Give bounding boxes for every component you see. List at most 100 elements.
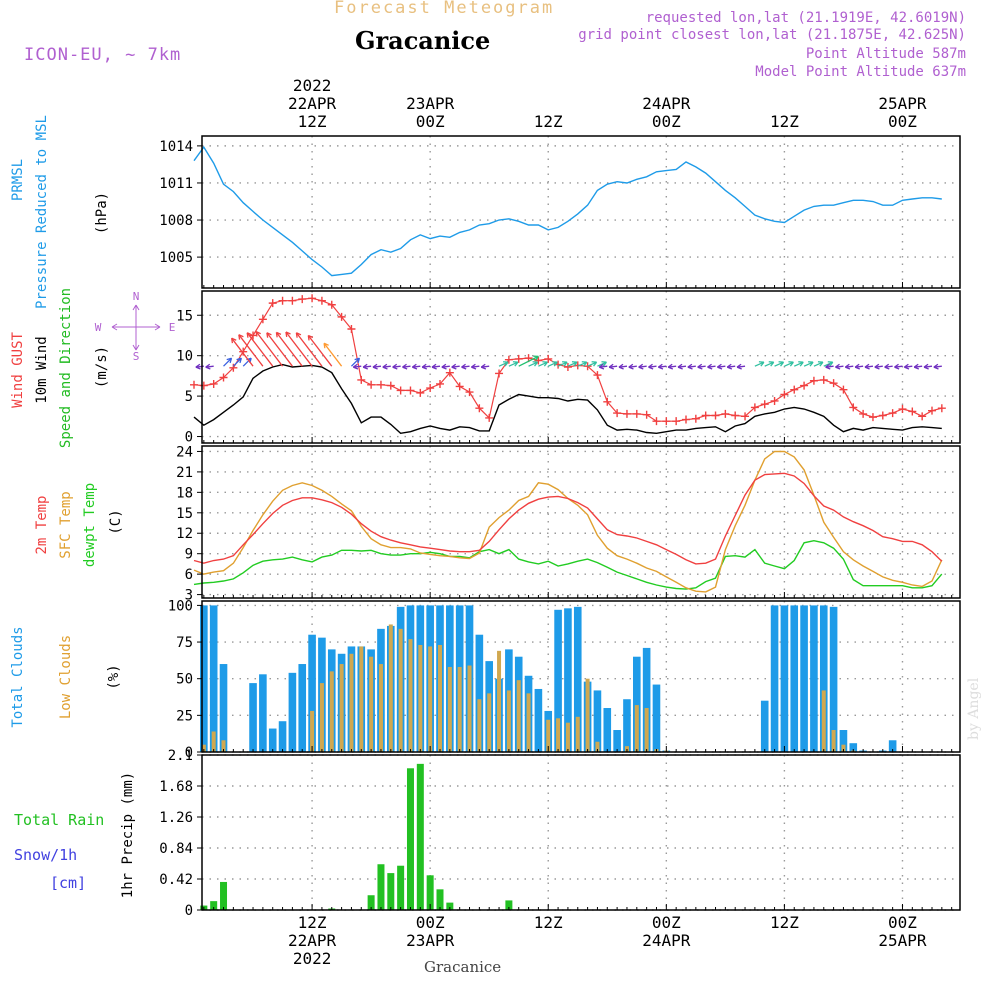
gust-marker xyxy=(888,409,897,418)
gust-marker xyxy=(465,388,474,397)
wind-direction-arrowhead xyxy=(933,363,939,370)
gust-marker xyxy=(327,300,336,309)
wind-direction-arrow xyxy=(577,361,588,367)
wind-direction-arrowhead xyxy=(778,361,785,367)
time-label-bottom: 22APR xyxy=(288,931,337,950)
wind-label-10m: 10m Wind xyxy=(34,336,50,403)
wind-direction-arrow xyxy=(498,361,509,367)
wind-direction-arrowhead xyxy=(295,332,302,338)
total-cloud-bar xyxy=(810,605,818,752)
pressure-ytick-label: 1005 xyxy=(159,250,193,266)
wind-direction-arrowhead xyxy=(285,331,291,338)
dewpt-line xyxy=(193,539,943,590)
wind-direction-arrow xyxy=(774,361,784,367)
gust-marker xyxy=(288,296,297,305)
low-cloud-bar xyxy=(349,653,354,752)
gust-marker xyxy=(839,385,848,394)
wind-direction-arrowhead xyxy=(844,363,851,370)
total-cloud-bar xyxy=(613,730,621,752)
wind-direction-arrow xyxy=(587,361,597,367)
wind-direction-arrowhead xyxy=(562,361,568,367)
time-label-bottom: 25APR xyxy=(878,931,927,950)
model-label: ICON-EU, ~ 7km xyxy=(24,45,182,65)
low-cloud-bar xyxy=(841,744,846,752)
time-label-bottom: 12Z xyxy=(770,913,799,932)
wind-direction-arrowhead xyxy=(854,363,861,370)
wind-direction-arrowhead xyxy=(542,361,548,367)
gust-marker xyxy=(721,409,730,418)
low-cloud-bar xyxy=(457,666,462,752)
gust-marker xyxy=(790,385,799,394)
wind-direction-arrowhead xyxy=(736,363,742,370)
wind-direction-arrowhead xyxy=(226,357,233,364)
low-cloud-bar xyxy=(506,690,511,752)
wind-direction-arrowhead xyxy=(726,363,733,370)
low-cloud-bar xyxy=(398,628,403,752)
wind-direction-arrow xyxy=(528,361,538,367)
wind-direction-arrowhead xyxy=(788,361,794,367)
wind-direction-arrowhead xyxy=(697,363,703,370)
compass-e: E xyxy=(169,321,176,334)
time-label-bottom: 24APR xyxy=(642,931,691,950)
rain-bar xyxy=(397,865,405,910)
wind-direction-arrow xyxy=(266,332,293,367)
wind-direction-arrow xyxy=(784,361,794,367)
gust-marker xyxy=(928,406,936,415)
time-label-top: 00Z xyxy=(652,112,681,131)
wind-direction-arrowhead xyxy=(884,363,890,370)
pressure-ytick-label: 1008 xyxy=(159,213,193,229)
low-cloud-bar xyxy=(477,699,482,752)
model-altitude: Model Point Altitude 637m xyxy=(755,64,966,80)
gust-line xyxy=(193,297,942,422)
gust-marker xyxy=(485,413,494,422)
wind-direction-arrowhead xyxy=(354,357,361,364)
wind-direction-arrowhead xyxy=(894,363,900,370)
time-label-bottom: 00Z xyxy=(652,913,681,932)
time-label-bottom: 12Z xyxy=(298,913,327,932)
compass-w: W xyxy=(95,321,102,334)
wind-direction-arrowhead xyxy=(411,363,418,370)
total-cloud-bar xyxy=(623,699,631,752)
wind-direction-arrowhead xyxy=(480,363,487,370)
low-cloud-bar xyxy=(585,678,590,752)
gust-marker xyxy=(386,381,395,390)
low-cloud-bar xyxy=(546,719,551,752)
low-cloud-bar xyxy=(487,693,492,752)
wind-direction-arrowhead xyxy=(667,363,674,370)
gust-marker xyxy=(475,404,484,413)
pressure-unit-label: (hPa) xyxy=(94,192,110,234)
gust-marker xyxy=(445,368,454,377)
wind-direction-arrow xyxy=(350,357,360,367)
gust-marker xyxy=(829,379,838,388)
wind-direction-arrow xyxy=(323,342,343,367)
gust-marker xyxy=(376,380,385,389)
gust-marker xyxy=(868,413,877,422)
time-label-top: 25APR xyxy=(878,94,927,113)
temp-label-dewpt: dewpt Temp xyxy=(82,483,98,567)
clouds-ytick-label: 100 xyxy=(168,598,193,614)
wind-ytick-label: 0 xyxy=(185,430,193,446)
wind-direction-arrowhead xyxy=(768,361,775,367)
wind-direction-arrow xyxy=(231,337,254,367)
gust-marker xyxy=(563,363,572,371)
low-cloud-bar xyxy=(211,731,216,752)
gust-marker xyxy=(504,355,513,364)
wind-direction-arrowhead xyxy=(275,331,282,338)
wind-direction-arrowhead xyxy=(581,361,588,367)
rain-bar xyxy=(406,768,414,910)
total-cloud-bar xyxy=(603,708,612,752)
precip-ytick-label: 2.1 xyxy=(168,748,193,764)
wind-direction-arrowhead xyxy=(195,363,201,370)
gust-marker xyxy=(426,384,435,393)
pressure-ytick-label: 1014 xyxy=(159,139,193,155)
temperature-ytick-label: 6 xyxy=(185,567,193,583)
gust-marker xyxy=(514,354,523,363)
temp-label-2m: 2m Temp xyxy=(34,495,50,554)
gust-marker xyxy=(367,380,376,389)
wind-direction-arrowhead xyxy=(236,357,242,364)
precip-label-cm: [cm] xyxy=(50,874,86,892)
wind-direction-arrowhead xyxy=(571,361,578,367)
low-cloud-bar xyxy=(575,716,580,752)
wind-direction-arrow xyxy=(764,361,774,367)
